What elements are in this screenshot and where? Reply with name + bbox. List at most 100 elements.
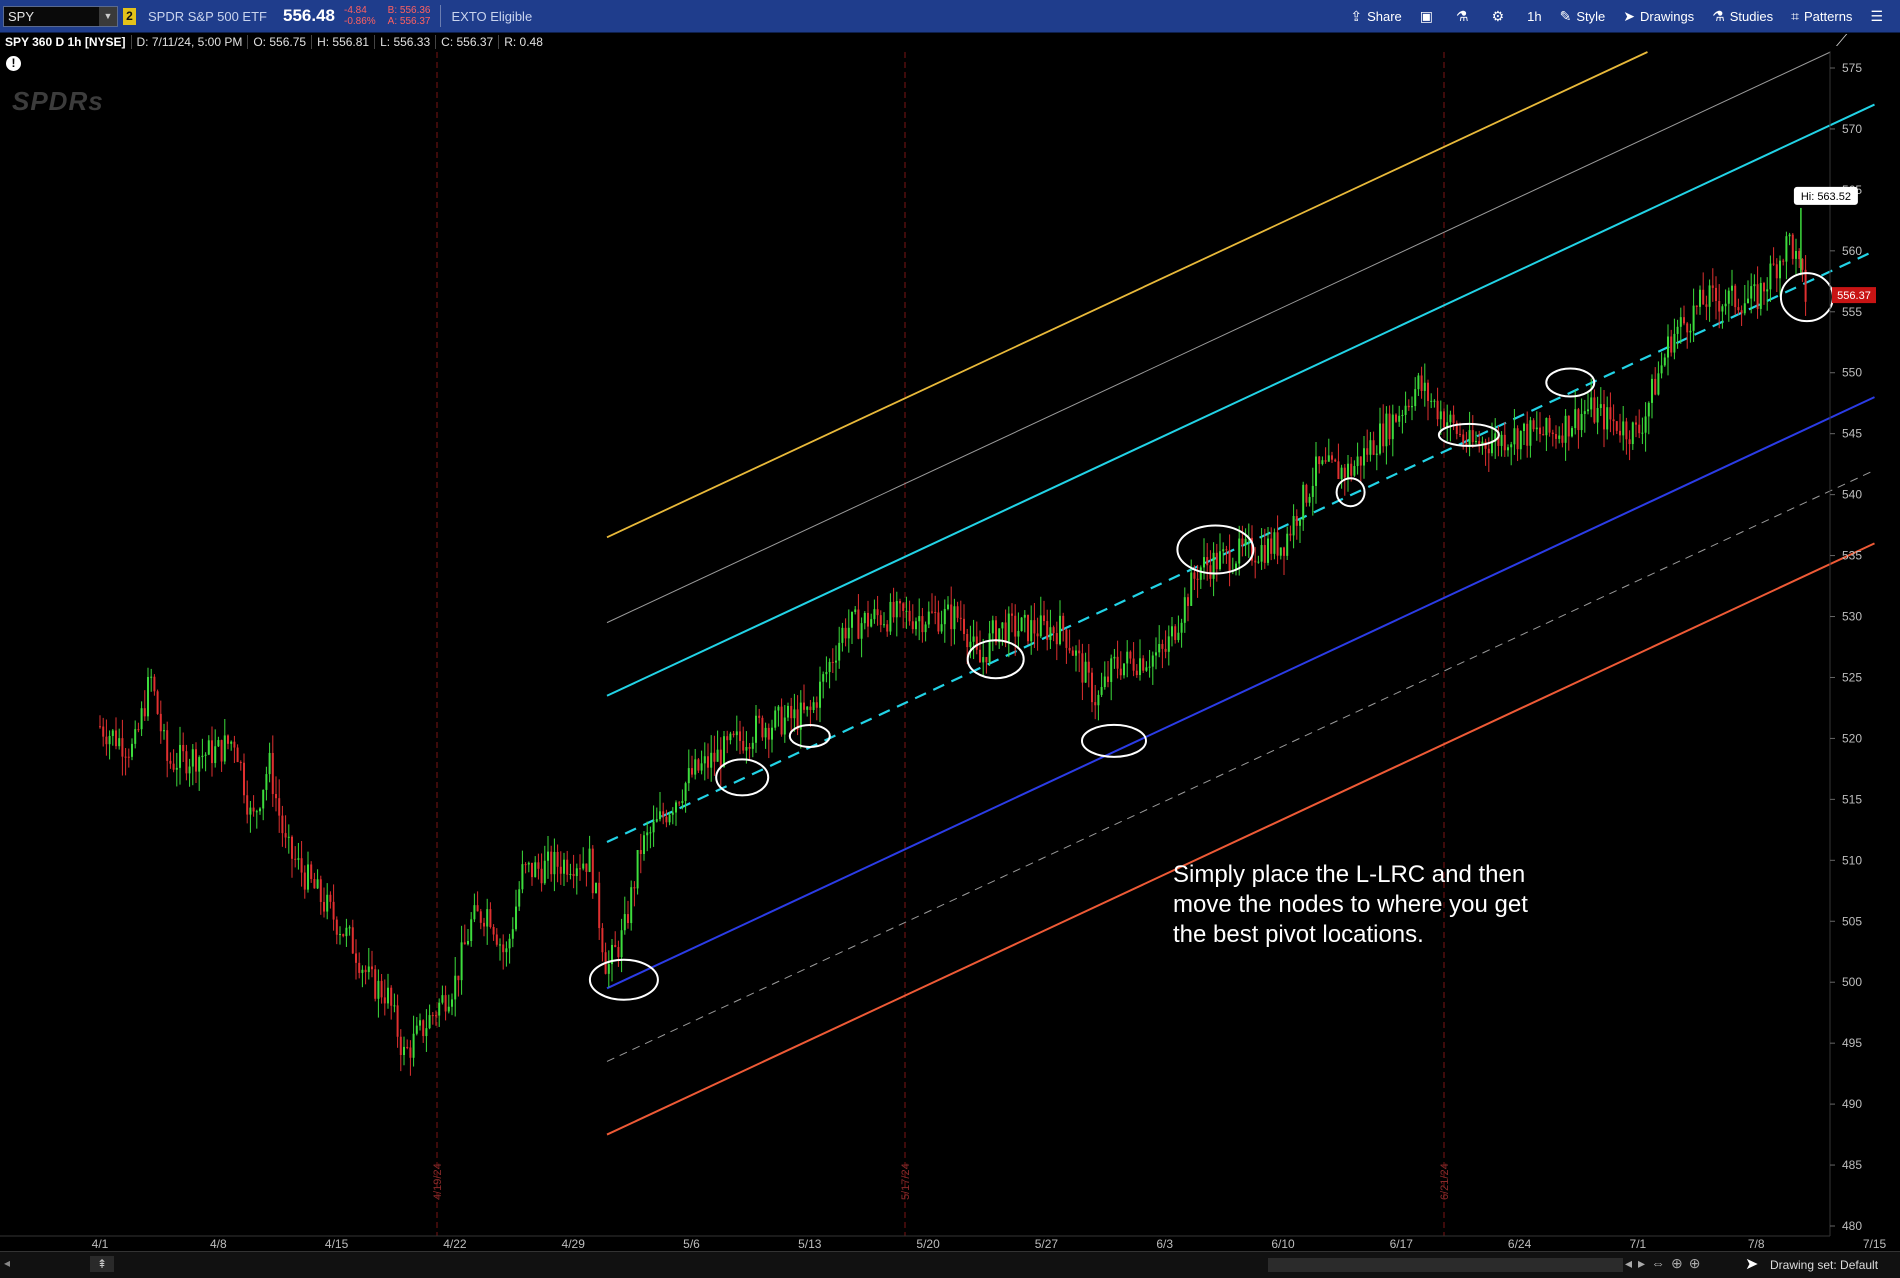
candle-body (780, 706, 783, 735)
expand-button[interactable]: ⇞ (90, 1256, 114, 1272)
pivot-circle[interactable] (1779, 272, 1834, 323)
channel-middle-line[interactable] (606, 249, 1875, 844)
settings-button[interactable]: ⚙ (1492, 8, 1510, 25)
candle-body (844, 627, 847, 639)
style-button[interactable]: ✎ Style (1560, 8, 1606, 25)
candle-body (860, 623, 863, 639)
share-button[interactable]: ⇪ Share (1350, 8, 1401, 25)
pivot-circle[interactable] (1335, 477, 1366, 508)
candle-body (639, 850, 642, 855)
candle-body (121, 738, 124, 757)
candle-body (1187, 597, 1189, 606)
price-tick-label: 500 (1842, 975, 1862, 989)
candle-body (1619, 430, 1621, 436)
link-group-badge[interactable]: 2 (123, 7, 136, 25)
candle-body (579, 868, 581, 870)
candle-body (1583, 411, 1586, 414)
candle-body (1398, 415, 1401, 422)
patterns-button[interactable]: ⌗ Patterns (1791, 8, 1852, 25)
cursor-icon[interactable]: ➤ (1745, 1256, 1759, 1273)
candle-body (943, 609, 946, 625)
scroll-left-icon[interactable]: ◂ (4, 1256, 11, 1270)
chart-scrollbar[interactable]: ◂ ⇞ ◂▸⇔⊕⊕ ➤ Drawing set: Default (0, 1251, 1900, 1278)
candle-body (838, 642, 841, 661)
drawings-button[interactable]: ➤ Drawings (1623, 8, 1694, 25)
candle-body (1641, 432, 1644, 434)
pivot-circle[interactable] (1176, 524, 1255, 575)
channel-upper-mid-line[interactable] (606, 51, 1831, 624)
candle-body (1750, 286, 1753, 299)
exto-eligible-label: EXTO Eligible (451, 8, 533, 24)
candle-body (1113, 656, 1116, 659)
channel-lower-inner-line[interactable] (606, 396, 1875, 990)
pivot-circle[interactable] (1545, 367, 1596, 398)
candle-body (1225, 549, 1228, 551)
candle-body (387, 987, 389, 1004)
price-axis[interactable]: 5755705655605555505455405355305255205155… (1829, 52, 1862, 1236)
candle-body (1647, 402, 1650, 417)
price-chart[interactable]: 4/19/245/17/246/21/24 575570565560555550… (0, 0, 1900, 1251)
candle-body (1100, 687, 1103, 695)
zoom-pan-icons[interactable]: ◂▸⇔⊕⊕ (1625, 1255, 1707, 1271)
candle-body (1337, 461, 1340, 480)
time-tick-label: 4/29 (562, 1237, 586, 1251)
pivot-circle[interactable] (715, 758, 770, 797)
pivot-circle[interactable] (588, 958, 659, 1001)
candle-body (1747, 298, 1749, 304)
axis-scale-icon[interactable]: ⟋ (1836, 33, 1848, 50)
chart-mode-button[interactable]: ▣ (1420, 8, 1438, 25)
candle-body (1203, 557, 1205, 568)
pivot-circle[interactable] (1437, 422, 1500, 447)
candle-body (1238, 538, 1241, 564)
interval-button[interactable]: 1h (1527, 9, 1541, 24)
candle-body (1212, 552, 1215, 579)
candle-body (703, 756, 706, 764)
pivot-circle[interactable] (966, 639, 1025, 680)
channel-lower-outer-line[interactable] (606, 542, 1875, 1136)
menu-button[interactable]: ☰ (1870, 8, 1888, 25)
interval-label: 1h (1527, 9, 1542, 24)
candle-body (1766, 289, 1769, 292)
drawing-set-label[interactable]: Drawing set: Default (1770, 1258, 1879, 1272)
candle-body (1257, 561, 1260, 563)
time-tick-label: 6/3 (1156, 1237, 1173, 1251)
candle-body (1657, 373, 1660, 395)
time-axis[interactable]: 4/1 4/8 4/15 4/22 4/29 5/6 5/13 5/20 5/27 6/3 6/10… (0, 1235, 1887, 1251)
candle-body (486, 909, 489, 927)
channel-upper-inner-line[interactable] (606, 103, 1875, 697)
candle-body (271, 752, 274, 795)
channel-lower-mid-line[interactable] (606, 469, 1875, 1062)
bar-low: L: 556.33 (375, 35, 437, 49)
candle-body (211, 740, 213, 764)
candle-body (515, 906, 517, 930)
candle-body (851, 612, 853, 628)
studies-button[interactable]: ⚗ Studies (1712, 8, 1773, 25)
chevron-down-icon[interactable]: ▼ (99, 6, 117, 26)
candle-body (156, 691, 159, 714)
candle-body (127, 756, 130, 758)
scroll-thumb[interactable] (1268, 1258, 1623, 1272)
candle-body (1651, 378, 1653, 403)
pivot-circle[interactable] (1081, 723, 1147, 758)
candle-body (1033, 620, 1036, 634)
flask-icon: ⚗ (1456, 8, 1469, 24)
symbol-input[interactable]: SPY ▼ (3, 5, 118, 27)
candle-body (591, 848, 594, 894)
pivot-circle[interactable] (788, 723, 831, 748)
candle-body (956, 606, 959, 618)
candle-body (1001, 622, 1004, 629)
candle-body (1007, 613, 1010, 644)
channel-upper-outer-line[interactable] (606, 51, 1648, 539)
candle-body (1087, 661, 1090, 673)
candle-body (1759, 282, 1762, 309)
pivot-circles[interactable] (588, 272, 1834, 1001)
linear-regression-channel[interactable] (606, 51, 1875, 1136)
flask-button[interactable]: ⚗ (1456, 8, 1474, 25)
time-tick-label: 4/8 (210, 1237, 227, 1251)
candle-body (1468, 430, 1471, 447)
candle-body (815, 702, 818, 708)
candle-body (937, 612, 940, 632)
candle-body (825, 671, 828, 675)
candle-body (1270, 538, 1273, 554)
alert-icon[interactable]: ! (6, 56, 21, 71)
